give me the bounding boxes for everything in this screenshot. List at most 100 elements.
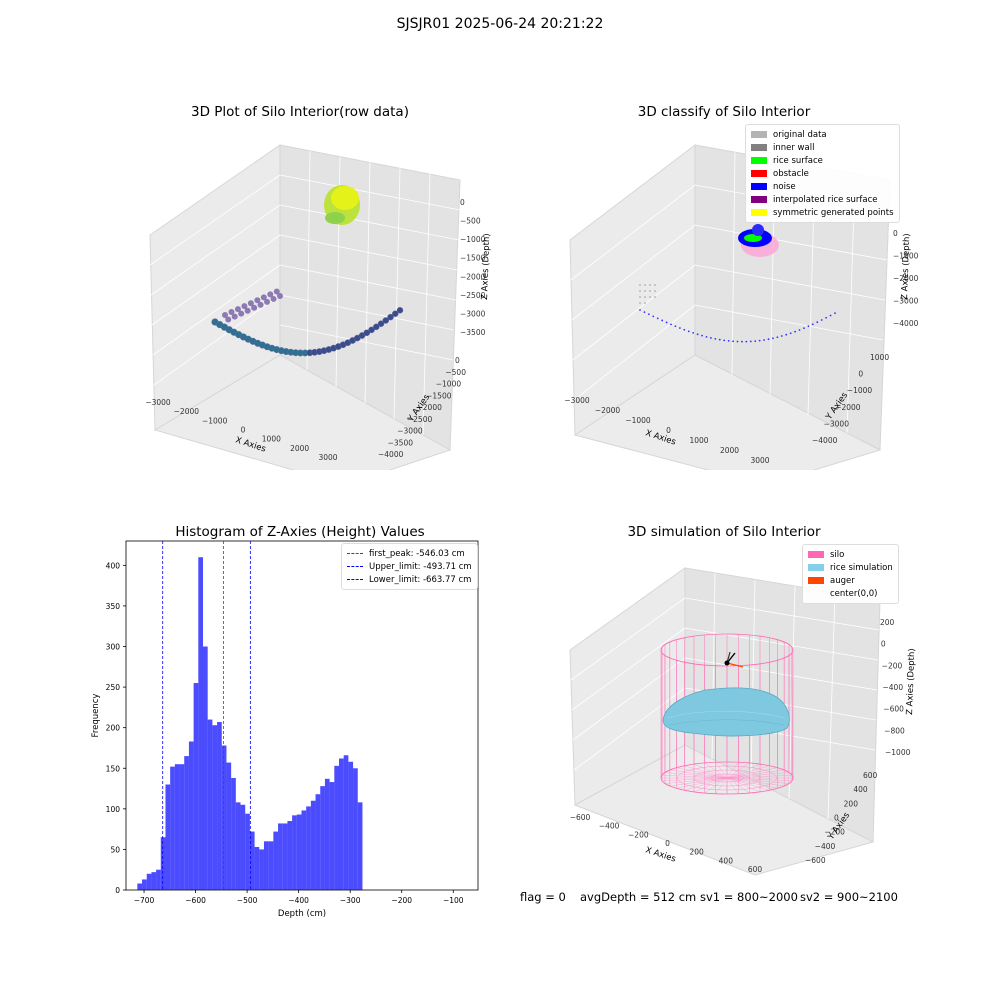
hist-bar (315, 794, 321, 890)
hist-x-tick: −300 (340, 896, 361, 905)
hist-bar (170, 766, 175, 890)
panel4-y-tick: −200 (824, 828, 845, 837)
silo-floor-spoke (684, 765, 728, 779)
panel1-grid (149, 150, 461, 436)
legend-label: center(0,0) (830, 588, 878, 599)
panel1-point (257, 301, 264, 308)
panel1-y-tick: −500 (445, 368, 466, 377)
hist-bar (221, 745, 227, 890)
legend-label: interpolated rice surface (773, 194, 878, 205)
panel2-y-tick: 1000 (870, 353, 889, 362)
panel2-point (683, 328, 686, 331)
hist-bar (343, 755, 349, 890)
panel2-point (803, 327, 805, 330)
panel2-x-tick: 0 (666, 426, 671, 435)
panel1-y-tick: −3500 (388, 438, 414, 447)
panel2-point (696, 333, 699, 336)
panel4-x-ticks: −600 −400 −200 0 200 400 600 (570, 813, 763, 874)
legend-line (347, 579, 363, 580)
panel2-point (644, 296, 646, 298)
legend-label: symmetric generated points (773, 207, 894, 218)
panel1-point (363, 329, 371, 337)
panel2-x-tick: −1000 (625, 416, 651, 425)
hist-bar (339, 758, 344, 890)
hist-bar (156, 869, 161, 890)
hist-y-tick: 350 (106, 602, 121, 611)
panel2-point (714, 337, 717, 340)
panel2-point (820, 319, 823, 321)
panel1-point (234, 306, 241, 313)
hist-y-tick: 100 (106, 805, 121, 814)
silo-floor-spoke (715, 777, 728, 794)
legend-swatch (751, 196, 767, 203)
panel1-y-tick: −3000 (397, 427, 423, 436)
panel1-z-tick: −500 (460, 217, 481, 226)
figure-title: SJSJR01 2025-06-24 20:21:22 (396, 16, 604, 32)
panel2-point (649, 290, 651, 292)
panel2-point (780, 335, 783, 337)
panel2-point (723, 339, 726, 342)
panel2-point (749, 340, 752, 343)
silo-floor-spoke (726, 777, 770, 791)
legend-entry: Lower_limit: -663.77 cm (347, 573, 472, 586)
hist-bar (151, 872, 157, 890)
hist-y-tick: 300 (106, 643, 121, 652)
panel1-point (247, 300, 254, 307)
panel2-point (654, 296, 656, 298)
panel4-x-tick: −600 (570, 813, 591, 822)
footer-avg-depth: avgDepth = 512 cm (580, 890, 697, 904)
footer-flag: flag = 0 (520, 890, 566, 904)
panel2-point (736, 340, 739, 343)
silo-floor-spoke (664, 772, 728, 779)
panel2-point (644, 302, 646, 304)
silo-floor-spoke (726, 777, 761, 793)
panel1-point (238, 310, 245, 317)
hist-bar (259, 849, 264, 890)
panel2-z-tick: 0 (893, 229, 898, 238)
silo-floor-spoke (726, 765, 770, 779)
hist-x-tick: −100 (443, 896, 464, 905)
panel2-point (639, 309, 641, 311)
panel2-point (649, 296, 651, 298)
center-marker (724, 660, 730, 666)
panel2-point (692, 332, 695, 334)
legend-label: Lower_limit: -663.77 cm (369, 574, 472, 585)
hist-y-tick: 0 (115, 886, 120, 895)
legend-entry: original data (751, 128, 894, 141)
legend-label: rice simulation (830, 562, 893, 573)
panel4-x-tick: 600 (748, 865, 763, 874)
hist-bar (174, 764, 180, 890)
panel2-point (639, 296, 641, 298)
legend-label: silo (830, 549, 845, 560)
panel2-y-tick: −3000 (824, 419, 850, 428)
hist-bar (226, 762, 232, 890)
panel2-point (687, 330, 690, 333)
panel1-x-tick: 0 (241, 426, 246, 435)
panel4-z-tick: −1000 (885, 748, 911, 757)
hist-y-tick: 150 (106, 764, 121, 773)
silo-floor-spoke (726, 762, 750, 779)
silo-floor-spoke (726, 763, 761, 779)
panel1-point (254, 297, 261, 304)
hist-y-tick: 250 (106, 683, 121, 692)
hist-bar (348, 761, 354, 890)
hist-bar (198, 557, 203, 890)
panel2-x-tick: 3000 (750, 456, 769, 465)
panel4-z-tick: 0 (881, 640, 886, 649)
panel2-point (772, 337, 774, 340)
auger (724, 651, 744, 668)
silo-floor-spoke (726, 762, 739, 779)
panel1-y-tick: −4000 (378, 450, 404, 459)
panel2-point (727, 340, 730, 342)
panel2-point (649, 284, 651, 286)
hist-x-tick: −700 (134, 896, 155, 905)
panel1-point (244, 307, 251, 314)
panel2-z-tick: −1000 (893, 252, 919, 261)
panel1-point (382, 317, 390, 324)
panel2-point (701, 334, 703, 337)
panel2-z-label: Z Axies (Depth) (900, 233, 912, 300)
hist-bar (165, 784, 171, 890)
hist-bar (310, 800, 316, 890)
panel2-axes-box (569, 143, 891, 470)
